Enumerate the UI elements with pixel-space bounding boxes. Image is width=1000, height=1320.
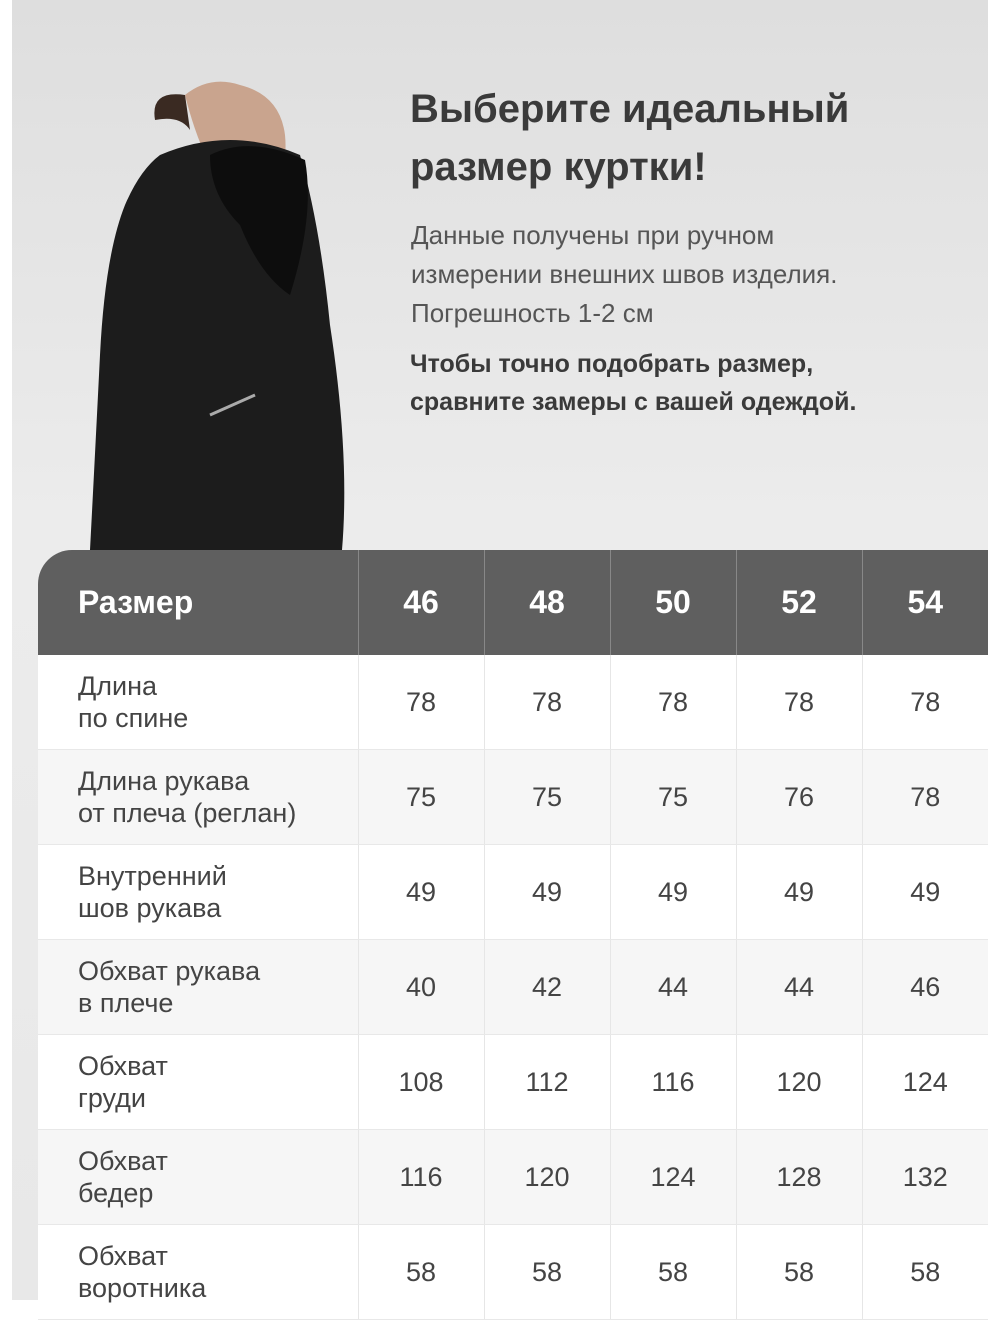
table-row: Обхват бедер 116 120 124 128 132 bbox=[38, 1129, 988, 1225]
measurement-cell: 46 bbox=[861, 939, 988, 1035]
measurement-cell: 58 bbox=[609, 1224, 736, 1320]
title-line: размер куртки! bbox=[410, 145, 707, 189]
row-label-line: Внутренний bbox=[78, 861, 227, 891]
measurement-cell: 42 bbox=[483, 939, 610, 1035]
row-label-line: Обхват bbox=[78, 1146, 168, 1176]
table-row: Обхват груди 108 112 116 120 124 bbox=[38, 1034, 988, 1130]
measurement-cell: 58 bbox=[735, 1224, 862, 1320]
row-label: Обхват бедер bbox=[38, 1129, 358, 1225]
measurement-cell: 116 bbox=[609, 1034, 736, 1130]
description: Данные получены при ручном измерении вне… bbox=[411, 216, 837, 333]
measurement-cell: 49 bbox=[609, 844, 736, 940]
measurement-cell: 78 bbox=[735, 655, 862, 750]
header-size: 54 bbox=[861, 550, 988, 655]
row-label: Обхват воротника bbox=[38, 1224, 358, 1320]
row-label-line: Длина bbox=[78, 671, 158, 701]
row-label-line: по спине bbox=[78, 703, 189, 733]
table-row: Обхват рукава в плече 40 42 44 44 46 bbox=[38, 939, 988, 1035]
measurement-cell: 44 bbox=[609, 939, 736, 1035]
measurement-cell: 58 bbox=[357, 1224, 484, 1320]
page-title: Выберите идеальный размер куртки! bbox=[410, 80, 849, 196]
measurement-cell: 120 bbox=[483, 1129, 610, 1225]
measurement-cell: 112 bbox=[483, 1034, 610, 1130]
description-line: Данные получены при ручном bbox=[411, 220, 775, 250]
measurement-cell: 116 bbox=[357, 1129, 484, 1225]
measurement-cell: 58 bbox=[483, 1224, 610, 1320]
row-label: Обхват груди bbox=[38, 1034, 358, 1130]
row-label: Внутренний шов рукава bbox=[38, 844, 358, 940]
row-label-line: Длина рукава bbox=[78, 766, 250, 796]
table-row: Обхват воротника 58 58 58 58 58 bbox=[38, 1224, 988, 1320]
header-size: 48 bbox=[483, 550, 610, 655]
row-label: Длина по спине bbox=[38, 655, 358, 750]
measurement-cell: 78 bbox=[861, 655, 988, 750]
description-line: измерении внешних швов изделия. bbox=[411, 259, 838, 289]
header-size: 50 bbox=[609, 550, 736, 655]
description-line: Погрешность 1-2 см bbox=[411, 298, 654, 328]
note: Чтобы точно подобрать размер, сравните з… bbox=[410, 345, 856, 421]
row-label-line: воротника bbox=[78, 1273, 207, 1303]
measurement-cell: 76 bbox=[735, 749, 862, 845]
measurement-cell: 75 bbox=[483, 749, 610, 845]
table-row: Длина по спине 78 78 78 78 78 bbox=[38, 655, 988, 750]
measurement-cell: 49 bbox=[735, 844, 862, 940]
model-photo bbox=[90, 81, 345, 550]
measurement-cell: 58 bbox=[861, 1224, 988, 1320]
measurement-cell: 108 bbox=[357, 1034, 484, 1130]
measurement-cell: 120 bbox=[735, 1034, 862, 1130]
header-size-label: Размер bbox=[38, 550, 358, 655]
measurement-cell: 49 bbox=[357, 844, 484, 940]
row-label-line: шов рукава bbox=[78, 893, 222, 923]
table-row: Внутренний шов рукава 49 49 49 49 49 bbox=[38, 844, 988, 940]
size-table: Размер 46 48 50 52 54 Длина по спине 78 78 7… bbox=[38, 550, 988, 1320]
measurement-cell: 78 bbox=[861, 749, 988, 845]
row-label: Длина рукава от плеча (реглан) bbox=[38, 749, 358, 845]
table-header-row: Размер 46 48 50 52 54 bbox=[38, 550, 988, 655]
row-label-line: от плеча (реглан) bbox=[78, 798, 297, 828]
row-label-line: в плече bbox=[78, 988, 174, 1018]
measurement-cell: 44 bbox=[735, 939, 862, 1035]
row-label-line: Обхват bbox=[78, 1051, 168, 1081]
note-line: Чтобы точно подобрать размер, bbox=[410, 350, 814, 378]
table-row: Длина рукава от плеча (реглан) 75 75 75 76 78 bbox=[38, 749, 988, 845]
measurement-cell: 78 bbox=[357, 655, 484, 750]
title-line: Выберите идеальный bbox=[410, 87, 850, 131]
measurement-cell: 75 bbox=[357, 749, 484, 845]
measurement-cell: 132 bbox=[861, 1129, 988, 1225]
row-label: Обхват рукава в плече bbox=[38, 939, 358, 1035]
measurement-cell: 124 bbox=[861, 1034, 988, 1130]
row-label-line: Обхват bbox=[78, 1241, 168, 1271]
measurement-cell: 128 bbox=[735, 1129, 862, 1225]
measurement-cell: 124 bbox=[609, 1129, 736, 1225]
measurement-cell: 49 bbox=[483, 844, 610, 940]
measurement-cell: 78 bbox=[609, 655, 736, 750]
row-label-line: груди bbox=[78, 1083, 147, 1113]
row-label-line: Обхват рукава bbox=[78, 956, 261, 986]
header-size: 46 bbox=[357, 550, 484, 655]
header-size: 52 bbox=[735, 550, 862, 655]
row-label-line: бедер bbox=[78, 1178, 154, 1208]
measurement-cell: 75 bbox=[609, 749, 736, 845]
measurement-cell: 49 bbox=[861, 844, 988, 940]
measurement-cell: 78 bbox=[483, 655, 610, 750]
note-line: сравните замеры с вашей одеждой. bbox=[410, 388, 857, 416]
measurement-cell: 40 bbox=[357, 939, 484, 1035]
